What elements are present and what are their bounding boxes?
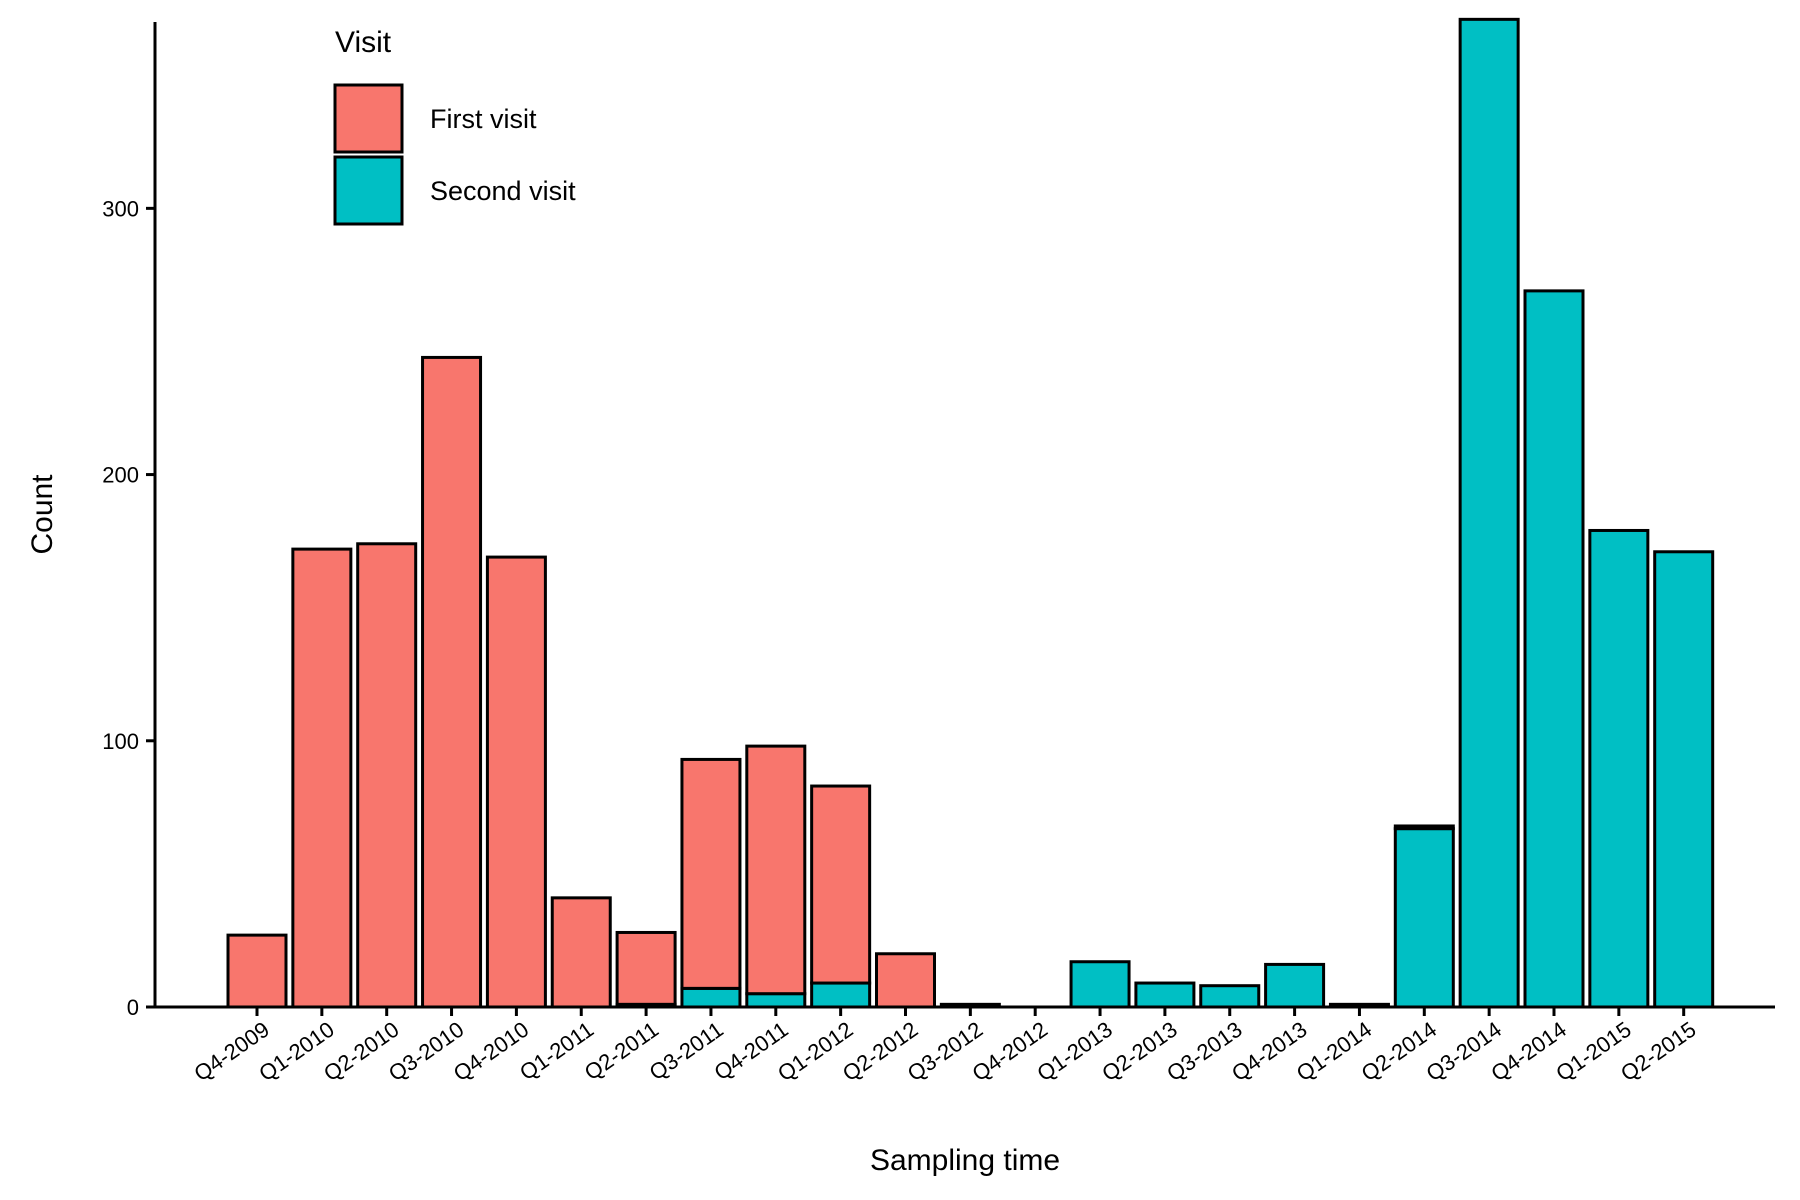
bar-first-visit-q1-2011 [550,896,612,1009]
bar-second-visit-q3-2014 [1458,17,1520,1009]
y-tick-label: 100 [102,729,139,754]
bar-first-visit-q2-2014 [1393,824,1455,831]
y-axis-title: Count [26,474,59,555]
bar-first-visit-q4-2010 [485,555,547,1009]
legend-swatch-first-visit [333,83,404,154]
bar-first-visit-q2-2012 [875,952,936,1009]
bar-second-visit-q4-2014 [1523,289,1585,1009]
bar-second-visit-q4-2011 [745,992,807,1009]
bar-first-visit-q1-2012 [810,784,872,985]
bar-second-visit-q3-2013 [1199,984,1261,1009]
bar-first-visit-q4-2011 [745,744,807,996]
x-axis-title: Sampling time [870,1144,1060,1177]
legend: Visit First visit Second visit [333,26,576,226]
x-tick-label: Q3-2011 [645,1017,728,1086]
x-tick-label: Q1-2011 [515,1017,598,1086]
x-tick-label: Q4-2010 [449,1017,533,1087]
bar-second-visit-q1-2013 [1069,960,1131,1009]
y-tick-label: 300 [102,196,139,221]
y-tick-label: 0 [127,995,139,1020]
legend-swatch-second-visit [333,155,404,226]
bar-second-visit-q4-2013 [1264,962,1326,1009]
bars-layer [226,17,1715,1009]
bar-first-visit-q2-2010 [356,542,418,1009]
bar-second-visit-q2-2013 [1134,981,1196,1009]
y-tick-label: 200 [102,463,139,488]
bar-second-visit-q2-2015 [1653,550,1715,1009]
legend-label-first-visit: First visit [430,104,537,134]
bar-first-visit-q4-2009 [226,933,288,1009]
bar-first-visit-q1-2010 [291,547,353,1009]
x-tick-label: Q2-2011 [580,1017,663,1086]
bar-second-visit-q1-2012 [810,981,872,1009]
bar-second-visit-q1-2015 [1588,528,1650,1009]
x-tick-label: Q2-2015 [1616,1017,1700,1087]
bar-first-visit-q2-2011 [615,930,677,1006]
bar-second-visit-q3-2011 [680,986,742,1009]
bar-first-visit-q3-2010 [421,355,483,1009]
legend-label-second-visit: Second visit [430,176,576,206]
bar-second-visit-q2-2014 [1393,827,1455,1009]
bar-first-visit-q3-2011 [680,757,742,990]
labels-layer: 0100200300Q4-2009Q1-2010Q2-2010Q3-2010Q4… [26,196,1701,1177]
legend-title: Visit [335,26,392,59]
axes-layer [146,22,1775,1016]
